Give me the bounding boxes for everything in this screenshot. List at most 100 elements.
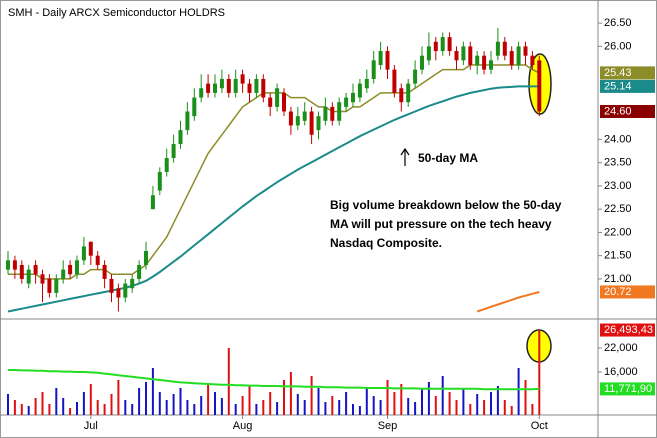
annotation: 50-day MA <box>418 151 478 165</box>
candle-body <box>302 111 307 121</box>
last-value-label-box <box>600 285 655 299</box>
candle-body <box>399 88 404 103</box>
candle-body <box>226 78 231 93</box>
candle-body <box>420 55 424 70</box>
candle-body <box>316 116 321 131</box>
candle-body <box>185 111 190 131</box>
candle-body <box>461 46 466 61</box>
last-value-label: 25.43 <box>604 67 632 79</box>
candle-body <box>295 116 300 126</box>
candle-body <box>116 288 121 298</box>
candle-body <box>475 55 480 65</box>
candle-body <box>144 251 148 265</box>
candle-body <box>378 51 383 65</box>
x-tick-label: Oct <box>531 420 548 432</box>
candle-body <box>440 37 445 52</box>
candle-body <box>268 97 273 107</box>
last-value-label-box <box>600 105 655 119</box>
arrow-head <box>400 147 410 156</box>
y-tick-label: 16,000 <box>604 366 638 378</box>
candle-body <box>357 83 362 98</box>
last-value-label-box <box>600 323 655 337</box>
candle-body <box>95 255 100 265</box>
last-value-label-box <box>600 382 655 396</box>
candle-body <box>6 260 10 270</box>
candle-body <box>109 278 114 293</box>
candle-body <box>282 92 286 112</box>
annotation: Big volume breakdown below the 50-day <box>330 198 562 212</box>
candle-body <box>233 78 238 93</box>
candle-body <box>392 69 397 93</box>
candle-body <box>61 269 66 279</box>
candle-body <box>164 158 169 172</box>
candle-body <box>157 171 162 191</box>
ma-line <box>8 64 540 280</box>
candle-body <box>523 46 528 56</box>
candle-body <box>530 55 535 65</box>
candle-body <box>81 246 86 261</box>
candle-body <box>68 264 73 275</box>
last-value-label: 20.72 <box>604 286 632 298</box>
last-value-label: 25.14 <box>604 80 632 92</box>
candle-body <box>406 83 411 103</box>
y-tick-label: 23.50 <box>604 157 632 169</box>
candle-body <box>364 78 369 89</box>
candle-body <box>502 41 507 56</box>
candle-body <box>178 130 183 145</box>
candle-body <box>54 278 59 293</box>
candle-body <box>12 260 17 270</box>
candle-body <box>337 102 342 121</box>
candle-body <box>344 97 349 107</box>
y-tick-label: 22.00 <box>604 226 632 238</box>
y-tick-label: 22.50 <box>604 203 632 215</box>
last-value-label: 26,493,43 <box>604 324 653 336</box>
candle-body <box>47 278 52 293</box>
candle-body <box>240 74 245 84</box>
candle-body <box>385 51 390 70</box>
candle-body <box>323 106 328 121</box>
candle-body <box>371 60 376 79</box>
candle-body <box>137 264 142 279</box>
last-value-label-box <box>600 66 655 80</box>
x-tick-label: Aug <box>233 420 253 432</box>
candle-body <box>509 51 514 65</box>
candle-body <box>468 46 473 65</box>
y-tick-label: 26.00 <box>604 40 632 52</box>
candle-body <box>130 278 135 289</box>
candle-body <box>219 78 224 89</box>
last-value-label: 11,771,90 <box>604 383 652 395</box>
candle-body <box>199 88 204 98</box>
ma-line <box>476 291 540 313</box>
ma-line <box>7 85 540 313</box>
candle-body <box>213 83 217 93</box>
candle-body <box>206 83 211 93</box>
candle-body <box>123 283 128 298</box>
candle-body <box>495 41 500 56</box>
candle-body <box>537 60 542 112</box>
volume-ma-line <box>8 369 540 391</box>
last-value-label-box <box>600 79 655 93</box>
candle-body <box>288 111 293 126</box>
candle-body <box>447 37 452 52</box>
candle-body <box>247 83 252 93</box>
candle-body <box>516 46 521 65</box>
x-tick-label: Jul <box>84 420 98 432</box>
candle-body <box>88 241 93 256</box>
candle-body <box>489 60 493 70</box>
candle-body <box>351 92 355 103</box>
candle-body <box>413 69 418 84</box>
annotation: Nasdaq Composite. <box>330 236 442 250</box>
candle-body <box>482 55 487 70</box>
x-tick-label: Sep <box>378 420 398 432</box>
candle-body <box>33 264 38 275</box>
candle-body <box>102 264 107 279</box>
candle-body <box>330 106 335 121</box>
y-tick-label: 22,000 <box>604 342 638 354</box>
annotation: MA will put pressure on the tech heavy <box>330 217 552 231</box>
candle-body <box>454 51 459 61</box>
y-tick-label: 21.50 <box>604 250 632 262</box>
candle-body <box>275 88 280 107</box>
candle-body <box>433 41 438 52</box>
candle-body <box>75 260 79 275</box>
